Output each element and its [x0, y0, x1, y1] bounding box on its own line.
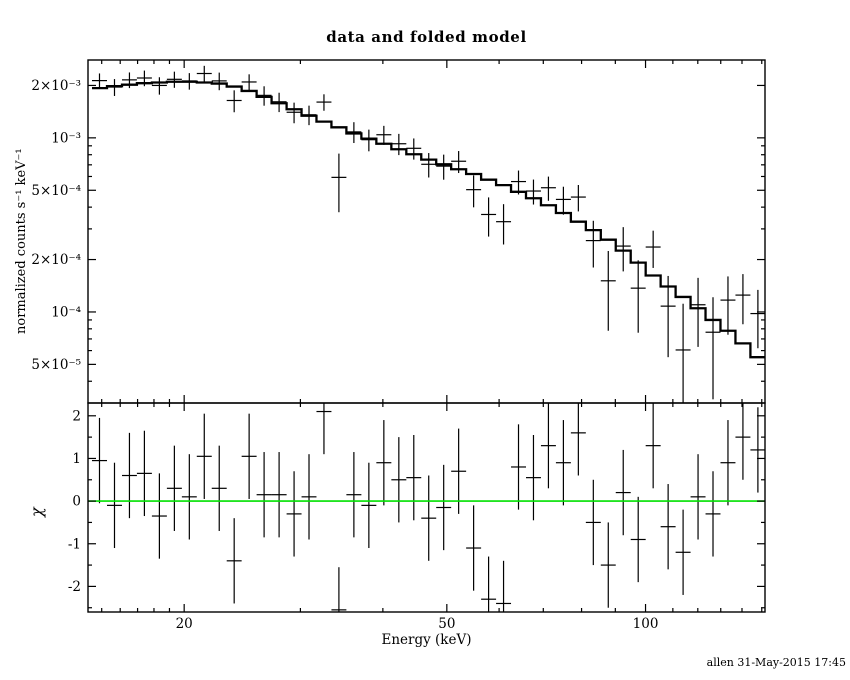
svg-text:2×10⁻⁴: 2×10⁻⁴ — [31, 252, 81, 268]
svg-text:100: 100 — [633, 616, 659, 632]
svg-text:2×10⁻³: 2×10⁻³ — [31, 78, 81, 94]
svg-text:10⁻⁴: 10⁻⁴ — [51, 304, 81, 320]
model-step-line — [91, 80, 765, 359]
spectrum-panel — [91, 65, 765, 403]
svg-text:-1: -1 — [68, 536, 81, 552]
residuals-frame — [87, 402, 766, 613]
spectrum-frame — [87, 59, 766, 404]
plot-title: data and folded model — [326, 28, 527, 46]
tick-labels: 20 50 1002×10⁻³10⁻³5×10⁻⁴2×10⁻⁴10⁻⁴5×10⁻⁵-… — [31, 78, 658, 632]
svg-text:5×10⁻⁵: 5×10⁻⁵ — [31, 357, 81, 373]
svg-text:50: 50 — [438, 616, 455, 632]
svg-text:20: 20 — [176, 616, 193, 632]
svg-text:10⁻³: 10⁻³ — [51, 130, 81, 146]
spectrum-data-points — [91, 65, 765, 403]
axes-and-ticks — [87, 59, 766, 613]
svg-text:0: 0 — [72, 494, 81, 510]
chi-data-points — [91, 403, 765, 612]
svg-text:1: 1 — [72, 451, 81, 467]
svg-text:5×10⁻⁴: 5×10⁻⁴ — [31, 183, 81, 199]
x-axis-label: Energy (keV) — [381, 632, 472, 648]
svg-text:-2: -2 — [68, 579, 81, 595]
residuals-panel — [88, 403, 765, 612]
svg-text:2: 2 — [72, 408, 81, 424]
timestamp-label: allen 31-May-2015 17:45 — [706, 656, 846, 669]
